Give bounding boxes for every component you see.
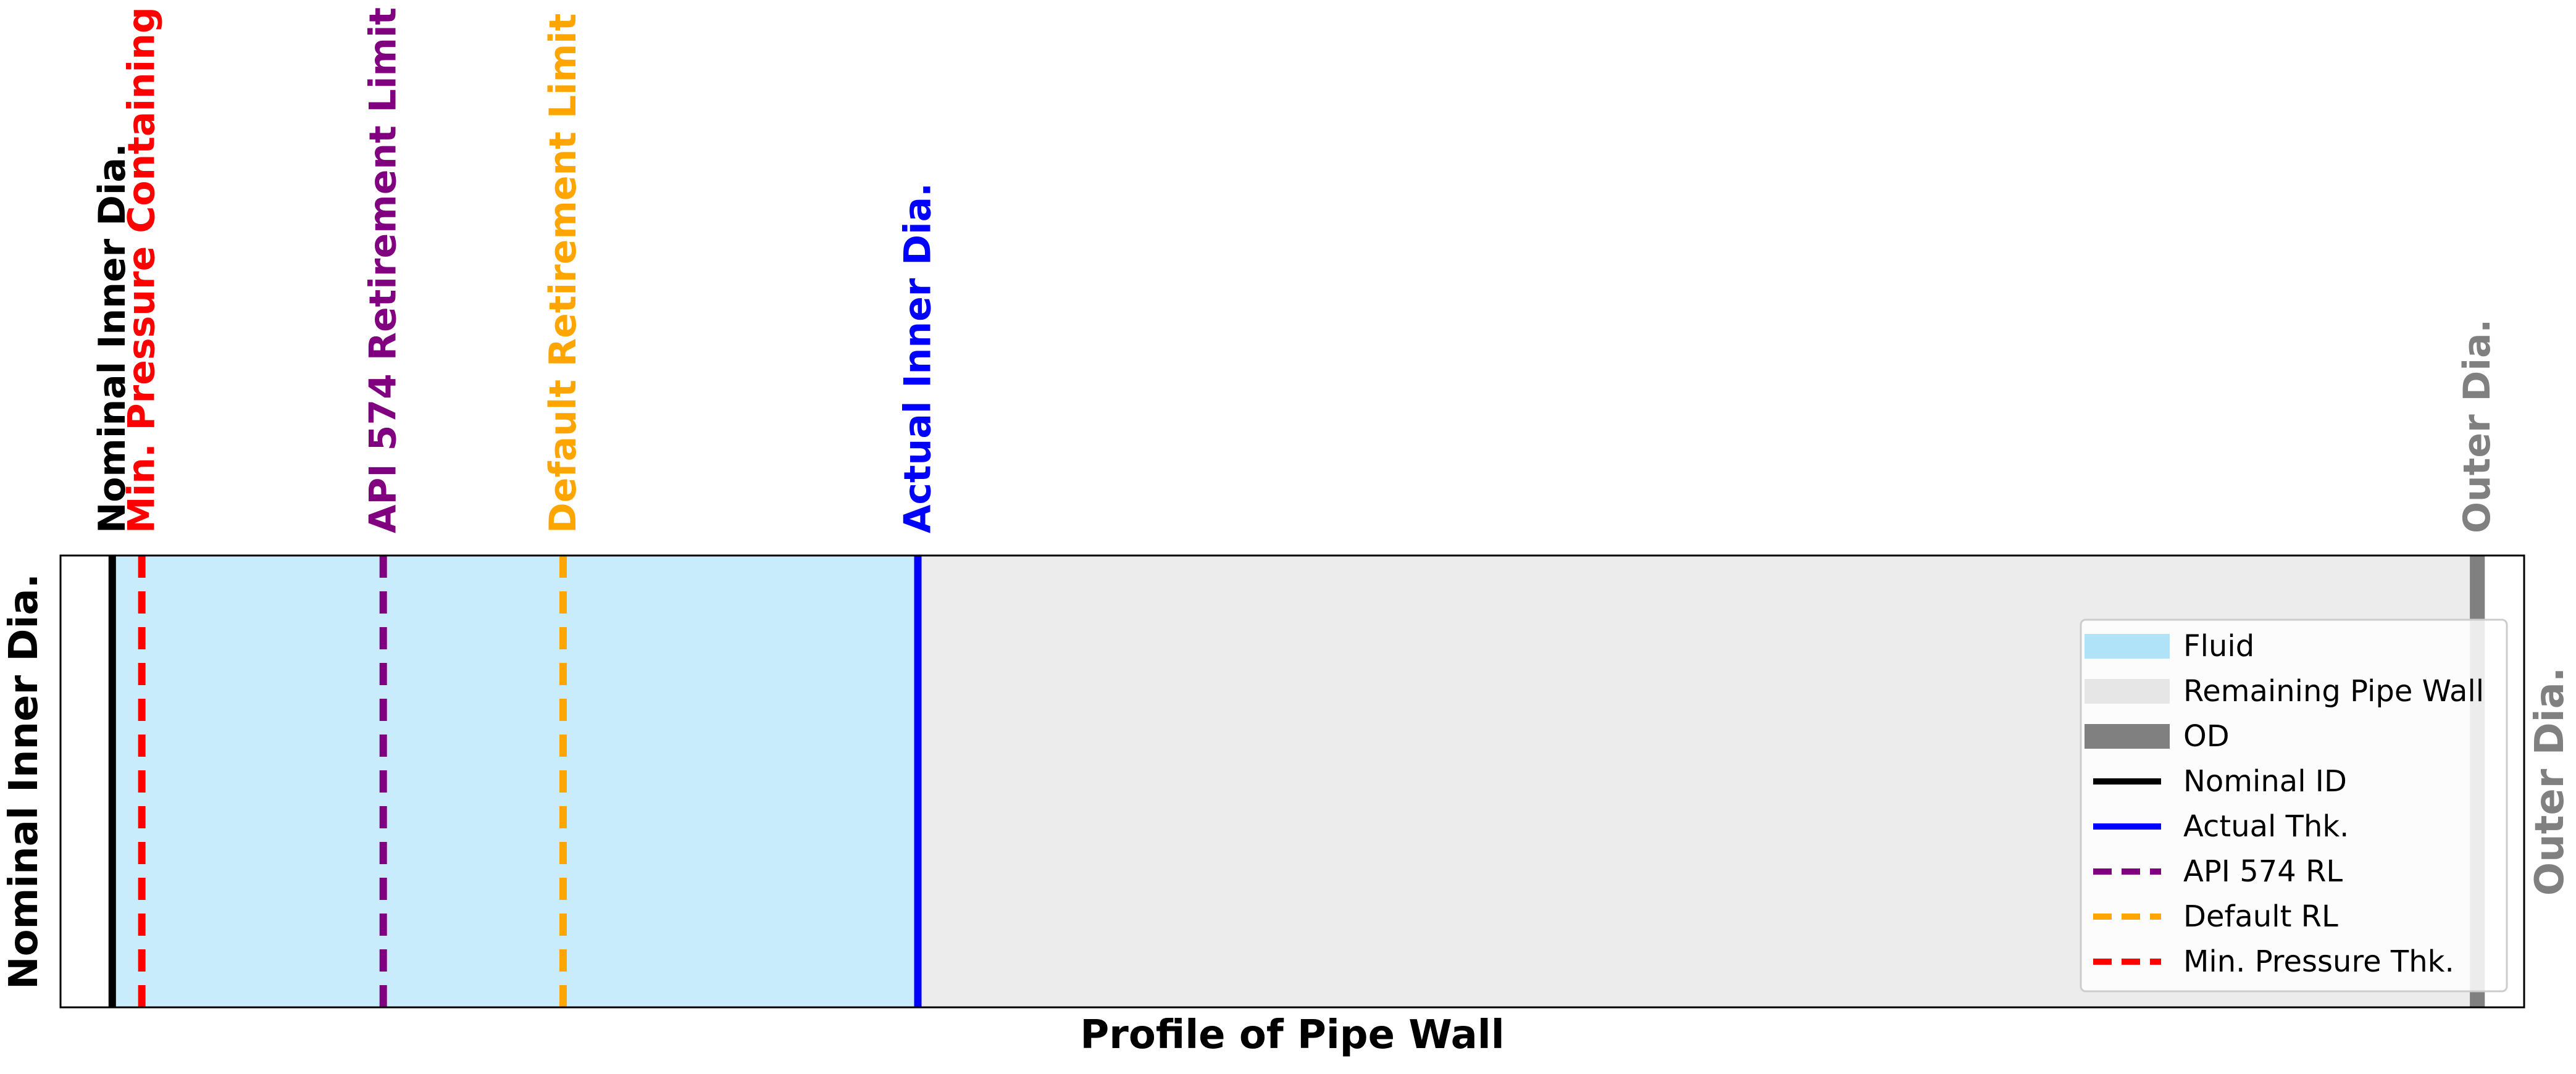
legend-item-od: OD: [2085, 719, 2230, 754]
legend-item-min-pressure-thk: Min. Pressure Thk.: [2093, 944, 2454, 979]
legend-swatch: [2085, 634, 2170, 659]
legend-label: OD: [2183, 719, 2230, 754]
marker-label-api-574-retirement-limit: API 574 Retirement Limit: [362, 7, 405, 533]
legend: Fluid Remaining Pipe Wall OD Nominal ID Actu…: [2080, 618, 2508, 993]
legend-swatch: [2085, 679, 2170, 704]
legend-label: Actual Thk.: [2183, 809, 2349, 844]
marker-label-outer-dia: Outer Dia.: [2456, 319, 2499, 533]
y-axis-label-left: Nominal Inner Dia.: [1, 573, 47, 989]
legend-item-nominal-id: Nominal ID: [2093, 764, 2347, 799]
legend-item-api-574-rl: API 574 RL: [2093, 854, 2343, 889]
marker-label-actual-inner-dia: Actual Inner Dia.: [897, 183, 940, 533]
marker-label-default-retirement-limit: Default Retirement Limit: [542, 14, 585, 533]
legend-label: Min. Pressure Thk.: [2183, 944, 2454, 979]
legend-box: [2080, 618, 2508, 993]
legend-label: Nominal ID: [2183, 764, 2347, 799]
plot-frame: [59, 554, 2525, 1009]
region-fluid: [112, 556, 918, 1007]
marker-labels-layer: Nominal Inner Dia.Min. Pressure Containi…: [91, 7, 2499, 533]
legend-item-remaining-pipe-wall: Remaining Pipe Wall: [2085, 674, 2484, 709]
legend-item-default-rl: Default RL: [2093, 899, 2338, 934]
legend-label: Remaining Pipe Wall: [2183, 674, 2484, 709]
legend-item-actual-thk: Actual Thk.: [2093, 809, 2349, 844]
x-axis-label: Profile of Pipe Wall: [1080, 1012, 1504, 1058]
legend-label: API 574 RL: [2183, 854, 2343, 889]
y-axis-label-right: Outer Dia.: [2527, 667, 2573, 896]
legend-item-fluid: Fluid: [2085, 629, 2254, 664]
marker-label-min-pressure-containing: Min. Pressure Containing: [120, 7, 164, 533]
legend-swatch: [2085, 724, 2170, 749]
marker-label-nominal-inner-dia: Nominal Inner Dia.: [91, 143, 134, 533]
legend-label: Fluid: [2183, 629, 2254, 664]
legend-label: Default RL: [2183, 899, 2338, 934]
legend-items: Fluid Remaining Pipe Wall OD Nominal ID Actu…: [2085, 629, 2484, 979]
